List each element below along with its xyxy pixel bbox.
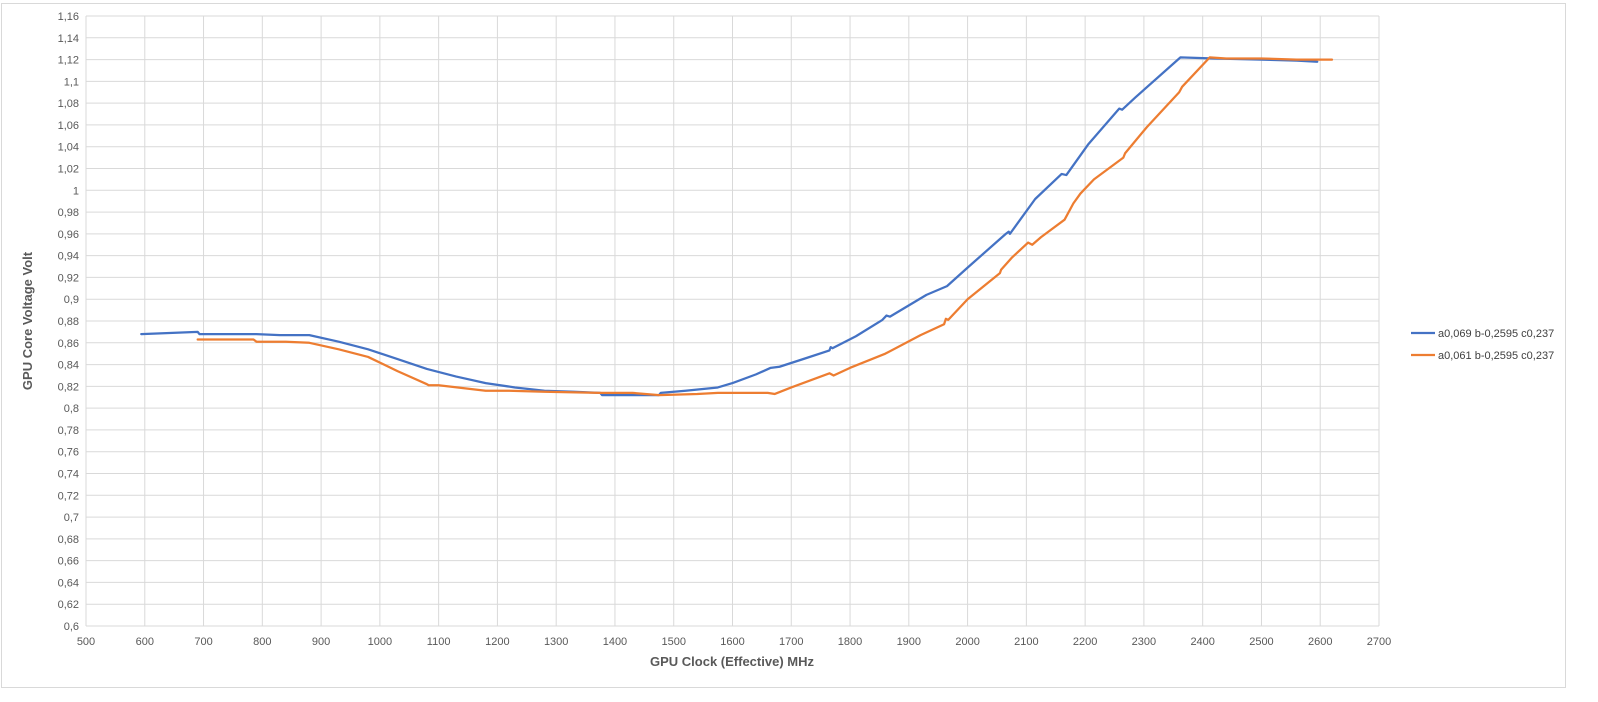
gridlines [85,15,1380,627]
x-tick-label: 2300 [1132,636,1156,648]
x-tick-label: 2100 [1014,636,1038,648]
x-tick-label: 2400 [1190,636,1214,648]
x-tick-label: 1400 [603,636,627,648]
x-tick-label: 2200 [1073,636,1097,648]
y-tick-label: 0,92 [58,272,79,284]
y-tick-label: 1,1 [64,76,79,88]
y-tick-label: 1,06 [58,120,79,132]
x-tick-label: 2600 [1308,636,1332,648]
series-line-2 [196,56,1334,397]
x-tick-label: 800 [253,636,271,648]
x-tick-label: 1000 [368,636,392,648]
x-tick-label: 500 [77,636,95,648]
legend-label: a0,061 b-0,2595 c0,237 [1438,350,1554,362]
x-axis-tick-labels: 500 600 700 800 900 1000 1100 1200 1300 1400 1500 1… [77,636,1391,648]
y-tick-label: 1,16 [58,11,79,23]
y-tick-label: 0,96 [58,229,79,241]
x-tick-label: 2500 [1249,636,1273,648]
x-tick-label: 1600 [720,636,744,648]
y-tick-label: 1,04 [58,142,79,154]
x-tick-label: 1900 [897,636,921,648]
x-tick-label: 1200 [485,636,509,648]
y-tick-label: 1,12 [58,55,79,67]
series-lines [140,56,1334,397]
legend-label: a0,069 b-0,2595 c0,237 [1438,328,1554,340]
y-tick-label: 0,64 [58,577,79,589]
y-tick-label: 1,14 [58,33,79,45]
y-tick-label: 0,7 [64,512,79,524]
y-tick-label: 0,98 [58,207,79,219]
y-tick-label: 0,86 [58,338,79,350]
x-tick-label: 700 [194,636,212,648]
x-axis-title: GPU Clock (Effective) MHz [650,654,814,669]
y-tick-label: 0,82 [58,381,79,393]
x-tick-label: 2700 [1367,636,1391,648]
y-tick-label: 0,6 [64,621,79,633]
x-tick-label: 1700 [779,636,803,648]
y-axis-title: GPU Core Voltage Volt [20,251,35,390]
series-line-1 [140,56,1319,397]
y-tick-label: 1,08 [58,98,79,110]
y-tick-label: 0,76 [58,447,79,459]
y-tick-label: 0,84 [58,360,79,372]
x-tick-label: 900 [312,636,330,648]
legend: a0,069 b-0,2595 c0,237 a0,061 b-0,2595 c0… [1411,328,1554,362]
y-tick-label: 0,8 [64,403,79,415]
y-tick-label: 0,78 [58,425,79,437]
y-tick-label: 0,72 [58,490,79,502]
y-tick-label: 1,02 [58,164,79,176]
x-tick-label: 1500 [661,636,685,648]
x-tick-label: 1300 [544,636,568,648]
y-tick-label: 0,94 [58,251,79,263]
y-tick-label: 0,62 [58,599,79,611]
x-tick-label: 1800 [838,636,862,648]
y-tick-label: 0,88 [58,316,79,328]
x-tick-label: 2000 [955,636,979,648]
y-tick-label: 0,68 [58,534,79,546]
y-tick-label: 1 [73,185,79,197]
y-tick-label: 0,74 [58,469,79,481]
x-tick-label: 1100 [427,636,451,648]
y-tick-label: 0,66 [58,556,79,568]
x-tick-label: 600 [136,636,154,648]
y-axis-tick-labels: 1,16 1,14 1,12 1,1 1,08 1,06 1,04 1,02 1 0,98 0,96… [58,11,79,633]
y-tick-label: 0,9 [64,294,79,306]
